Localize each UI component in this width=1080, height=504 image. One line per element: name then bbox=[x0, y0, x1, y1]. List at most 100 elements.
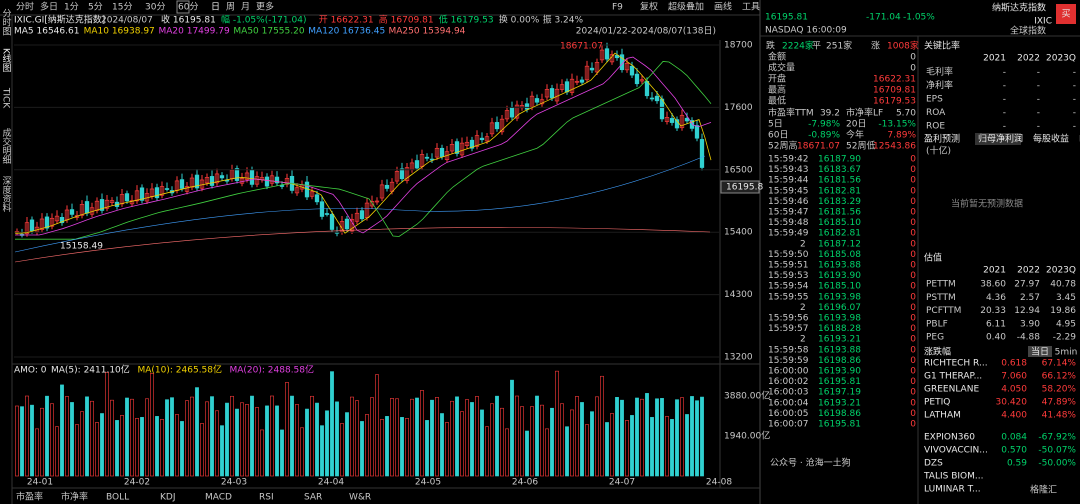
tool[interactable]: 复权 bbox=[640, 1, 658, 13]
mover-name: G1 THERAP... bbox=[924, 372, 982, 382]
volume-bar bbox=[265, 405, 269, 477]
candle-body bbox=[354, 212, 360, 222]
tick-time: 15:59:57 bbox=[768, 324, 808, 334]
indicator-tab[interactable]: 市盈率 bbox=[16, 491, 43, 503]
volume-bar bbox=[465, 399, 469, 477]
volume-bar bbox=[660, 398, 664, 477]
side-tab[interactable]: K线图 bbox=[1, 48, 12, 73]
mover-tab[interactable]: 当日 bbox=[1031, 346, 1049, 358]
stat-value: 18671.07 bbox=[797, 142, 840, 152]
volume-bar bbox=[525, 430, 529, 477]
stat-value: 5.70 bbox=[896, 109, 916, 119]
side-tab[interactable]: TICK bbox=[1, 87, 11, 109]
candle-body bbox=[109, 200, 115, 203]
candle-body bbox=[534, 98, 540, 103]
tick-price: 16193.98 bbox=[818, 314, 861, 324]
candle-body bbox=[204, 177, 210, 184]
forecast-tab[interactable]: 每股收益 bbox=[1033, 133, 1069, 145]
tool[interactable]: F9 bbox=[612, 3, 623, 13]
indicator-tab[interactable]: RSI bbox=[259, 493, 274, 503]
indicator-tab[interactable]: KDJ bbox=[160, 493, 176, 503]
candle-body bbox=[404, 167, 410, 181]
volume-bar bbox=[30, 404, 34, 477]
cell: 4.36 bbox=[986, 293, 1006, 303]
mover-pct: -50.07% bbox=[1038, 446, 1076, 456]
tab[interactable]: 更多 bbox=[256, 1, 274, 13]
side-tab[interactable]: 分时图 bbox=[1, 8, 12, 36]
x-tick-label: 24-05 bbox=[415, 478, 441, 488]
indicator-tab[interactable]: MACD bbox=[205, 493, 232, 503]
indicator-tab[interactable]: BOLL bbox=[106, 493, 129, 503]
candle-body bbox=[464, 141, 470, 146]
tab-highlight bbox=[176, 0, 190, 14]
panel-title: 估值 bbox=[924, 252, 942, 264]
stat-name: 今年 bbox=[846, 129, 864, 141]
tab[interactable]: 分时 bbox=[16, 1, 34, 13]
candle-body bbox=[494, 122, 500, 130]
tab[interactable]: 周 bbox=[226, 2, 235, 13]
stat-value: 7.89% bbox=[887, 131, 916, 141]
tab[interactable]: 日 bbox=[211, 2, 220, 13]
tick-volume: 0 bbox=[910, 324, 916, 334]
tick-time: 2 bbox=[800, 335, 806, 345]
volume-bar bbox=[530, 406, 534, 477]
tool[interactable]: 工具 bbox=[742, 2, 760, 13]
tick-volume: 0 bbox=[910, 239, 916, 249]
volume-bar bbox=[475, 396, 479, 477]
volume-bar bbox=[345, 412, 349, 477]
tab[interactable]: 月 bbox=[241, 2, 250, 13]
buy-label[interactable]: 买 bbox=[1061, 9, 1070, 20]
forecast-tab[interactable]: 归母净利润 bbox=[978, 133, 1023, 145]
candle-body bbox=[84, 201, 90, 214]
tab[interactable]: 60分 bbox=[178, 2, 198, 13]
tab[interactable]: 15分 bbox=[112, 2, 132, 13]
tick-price: 16196.07 bbox=[818, 303, 861, 313]
side-tab[interactable]: 深度资料 bbox=[1, 176, 12, 213]
tick-volume: 0 bbox=[910, 314, 916, 324]
candle-body bbox=[434, 147, 440, 158]
cell: - bbox=[1073, 95, 1076, 105]
volume-bar bbox=[90, 400, 94, 477]
stat-value: -7.98% bbox=[808, 120, 840, 130]
name: 纳斯达克指数 bbox=[992, 2, 1046, 14]
tick-time: 15:59:48 bbox=[768, 218, 809, 228]
volume-bar bbox=[400, 417, 404, 477]
candle-body bbox=[549, 88, 555, 99]
volume-bar bbox=[40, 407, 44, 477]
side-tab[interactable]: 成交明细 bbox=[1, 127, 12, 164]
candle-body bbox=[374, 200, 380, 203]
indicator-tab[interactable]: SAR bbox=[304, 493, 322, 503]
tab[interactable]: 1分 bbox=[64, 2, 79, 13]
volume-bar bbox=[365, 414, 369, 477]
tool[interactable]: 超级叠加 bbox=[668, 1, 704, 13]
volume-ma: MA(10): 2465.58亿 bbox=[138, 364, 223, 376]
candle-body bbox=[454, 141, 460, 154]
candle-body bbox=[159, 186, 165, 196]
candle-body bbox=[614, 54, 620, 59]
candle-body bbox=[594, 62, 600, 73]
volume-bar bbox=[110, 399, 114, 477]
tab[interactable]: 多日 bbox=[40, 1, 58, 13]
volume-bar bbox=[460, 411, 464, 477]
tick-volume: 0 bbox=[910, 271, 916, 281]
column-header: 2022 bbox=[1017, 54, 1040, 64]
candle-body bbox=[439, 147, 445, 157]
x-tick-label: 24-02 bbox=[124, 478, 150, 488]
tab[interactable]: 30分 bbox=[145, 2, 165, 13]
tab[interactable]: 5分 bbox=[88, 2, 103, 13]
buy-button[interactable] bbox=[1056, 4, 1076, 24]
volume-bar bbox=[315, 402, 319, 477]
candle-body bbox=[39, 218, 45, 230]
indicator-tab[interactable]: W&R bbox=[349, 493, 371, 503]
cell: - bbox=[1037, 68, 1040, 78]
mover-name: EXPION360 bbox=[924, 433, 975, 443]
tick-price: 16188.28 bbox=[818, 324, 861, 334]
stat-name: 最低 bbox=[768, 95, 786, 107]
mover-price: 0.570 bbox=[1001, 446, 1027, 456]
volume-bar bbox=[470, 402, 474, 477]
tool[interactable]: 画线 bbox=[714, 1, 732, 13]
last-price: 16195.8 bbox=[726, 183, 763, 193]
mover-tab[interactable]: 5min bbox=[1055, 348, 1078, 358]
indicator-tab[interactable]: 市净率 bbox=[61, 491, 88, 503]
mover-name: LUMINAR T... bbox=[924, 485, 981, 495]
